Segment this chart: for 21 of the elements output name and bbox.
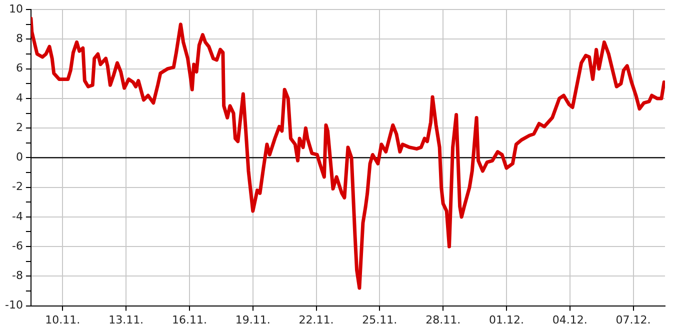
x-tick-label: 10.11.	[45, 313, 80, 326]
x-tick-label: 19.11.	[235, 313, 270, 326]
y-tick-label: 2	[16, 120, 23, 134]
x-tick-label: 28.11.	[426, 313, 461, 326]
x-tick-label: 04.12.	[552, 313, 588, 326]
y-tick-label: -6	[12, 239, 23, 252]
x-tick-label: 01.12.	[488, 313, 524, 326]
y-tick-label: -10	[5, 298, 23, 312]
x-tick-label: 07.12.	[616, 313, 651, 326]
y-tick-label: 4	[16, 91, 23, 104]
y-tick-label: 10	[8, 2, 23, 16]
y-tick-label: -2	[12, 180, 23, 194]
x-tick-label: 25.11.	[362, 313, 398, 326]
y-tick-label: 0	[16, 150, 23, 164]
y-tick-label: 8	[16, 32, 23, 46]
x-tick-label: 16.11.	[172, 313, 207, 326]
x-tick-label: 13.11.	[108, 313, 144, 326]
y-tick-label: -8	[12, 269, 23, 282]
x-tick-label: 22.11.	[298, 313, 334, 326]
y-tick-label: -4	[12, 210, 23, 223]
y-tick-label: 6	[16, 62, 23, 75]
